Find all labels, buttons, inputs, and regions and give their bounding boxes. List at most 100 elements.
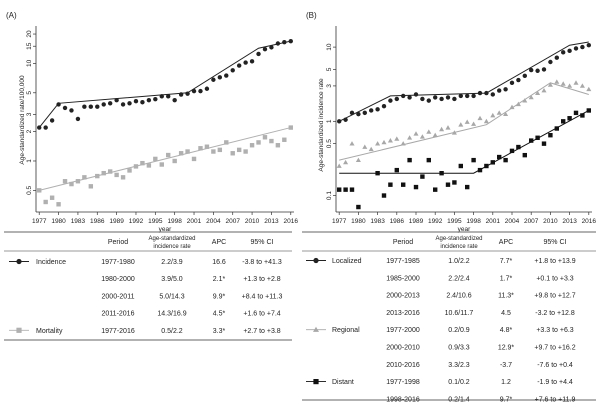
- data-point-localized: [388, 98, 393, 103]
- data-point-distant: [407, 157, 412, 163]
- data-point-distant: [445, 182, 451, 187]
- data-point-mortality: [230, 151, 235, 156]
- cell-ci: -7.6 to +0.4: [537, 362, 573, 369]
- cell-period: 1977-1985: [386, 258, 420, 265]
- data-point-incidence: [56, 102, 61, 107]
- cell-apc: 9.9*: [213, 293, 226, 300]
- legend-marker-regional: [313, 326, 319, 332]
- data-point-mortality: [243, 149, 248, 154]
- data-point-distant: [548, 133, 553, 138]
- data-point-regional: [535, 90, 541, 95]
- trend-line-regional: [339, 82, 589, 161]
- data-point-localized: [343, 117, 348, 122]
- cell-period: 2011-2016: [102, 311, 135, 318]
- data-point-incidence: [178, 92, 184, 97]
- x-tick-label: 1980: [351, 218, 366, 225]
- data-point-mortality: [75, 179, 81, 184]
- x-tick-label: 1998: [167, 218, 182, 225]
- data-point-regional: [509, 104, 515, 110]
- data-point-distant: [477, 167, 483, 173]
- data-point-incidence: [114, 97, 119, 103]
- data-point-localized: [401, 93, 406, 99]
- data-point-regional: [554, 79, 560, 84]
- data-point-incidence: [249, 59, 255, 64]
- data-point-regional: [343, 159, 349, 165]
- cell-rate: 14.3/16.9: [157, 311, 186, 318]
- data-point-incidence: [133, 98, 139, 104]
- data-point-regional: [381, 139, 387, 145]
- data-point-mortality: [204, 144, 210, 149]
- row-label: Regional: [332, 327, 360, 334]
- data-point-distant: [375, 170, 380, 176]
- data-point-incidence: [269, 45, 274, 50]
- x-tick-label: 2007: [225, 218, 240, 225]
- data-point-localized: [439, 96, 444, 102]
- cell-ci: +8.4 to +11.3: [242, 293, 283, 300]
- data-point-localized: [465, 93, 470, 99]
- data-point-mortality: [69, 181, 74, 187]
- data-point-incidence: [288, 38, 293, 44]
- cell-apc: 1.7*: [500, 275, 513, 282]
- data-point-mortality: [43, 199, 48, 205]
- data-point-localized: [458, 93, 463, 99]
- data-point-regional: [464, 119, 470, 124]
- cell-apc: 4.8*: [500, 327, 513, 334]
- data-point-distant: [343, 187, 348, 192]
- cell-period: 1980-2000: [101, 276, 135, 283]
- y-tick-label: 5: [326, 67, 333, 71]
- x-tick-label: 1995: [148, 218, 163, 225]
- table-header-ci: 95% CI: [544, 239, 567, 246]
- cell-apc: 11.3*: [498, 293, 514, 300]
- data-point-regional: [368, 146, 374, 152]
- data-point-incidence: [127, 101, 132, 106]
- data-point-mortality: [120, 175, 126, 180]
- data-point-distant: [516, 144, 521, 150]
- data-point-mortality: [217, 147, 223, 153]
- data-point-mortality: [114, 172, 119, 178]
- x-tick-label: 1998: [466, 218, 481, 225]
- data-point-regional: [586, 86, 592, 92]
- data-point-regional: [445, 125, 451, 130]
- y-tick-label: 10: [326, 43, 333, 51]
- data-point-distant: [509, 148, 515, 154]
- cell-apc: -3.7: [500, 362, 512, 369]
- data-point-regional: [432, 132, 438, 138]
- cell-rate: 0.9/3.3: [448, 345, 470, 352]
- x-tick-label: 1986: [390, 218, 405, 225]
- data-point-regional: [573, 80, 579, 85]
- data-point-localized: [561, 50, 566, 55]
- data-point-localized: [433, 95, 438, 100]
- data-point-mortality: [62, 179, 68, 184]
- y-tick-label: 15: [26, 42, 33, 50]
- data-point-mortality: [166, 152, 171, 158]
- cell-rate: 2.2/2.4: [448, 275, 470, 282]
- cell-apc: 4.5*: [213, 311, 226, 318]
- data-point-incidence: [140, 100, 145, 105]
- x-tick-label: 2016: [284, 218, 299, 225]
- data-point-regional: [503, 111, 509, 116]
- x-tick-label: 2010: [543, 218, 558, 225]
- cell-ci: +0.1 to +3.3: [536, 275, 573, 282]
- x-tick-label: 1992: [428, 218, 443, 225]
- data-point-mortality: [127, 168, 132, 173]
- data-point-regional: [567, 83, 573, 88]
- x-tick-label: 1989: [409, 218, 424, 225]
- data-point-regional: [439, 126, 445, 132]
- data-point-incidence: [120, 102, 126, 107]
- data-point-mortality: [49, 195, 55, 200]
- y-tick-label: 0.5: [326, 139, 333, 148]
- data-point-localized: [420, 96, 425, 102]
- cell-period: 2010-2016: [386, 362, 420, 369]
- data-point-regional: [522, 98, 528, 103]
- data-point-localized: [337, 119, 342, 124]
- data-point-regional: [477, 115, 483, 121]
- row-label: Mortality: [36, 328, 63, 335]
- data-point-localized: [413, 92, 419, 97]
- data-point-distant: [452, 180, 457, 185]
- data-point-regional: [483, 118, 489, 124]
- data-point-localized: [503, 87, 508, 92]
- cell-ci: +9.7 to +16.2: [534, 345, 575, 352]
- data-point-mortality: [95, 173, 100, 179]
- data-point-localized: [445, 95, 451, 100]
- legend-marker-localized: [313, 257, 319, 264]
